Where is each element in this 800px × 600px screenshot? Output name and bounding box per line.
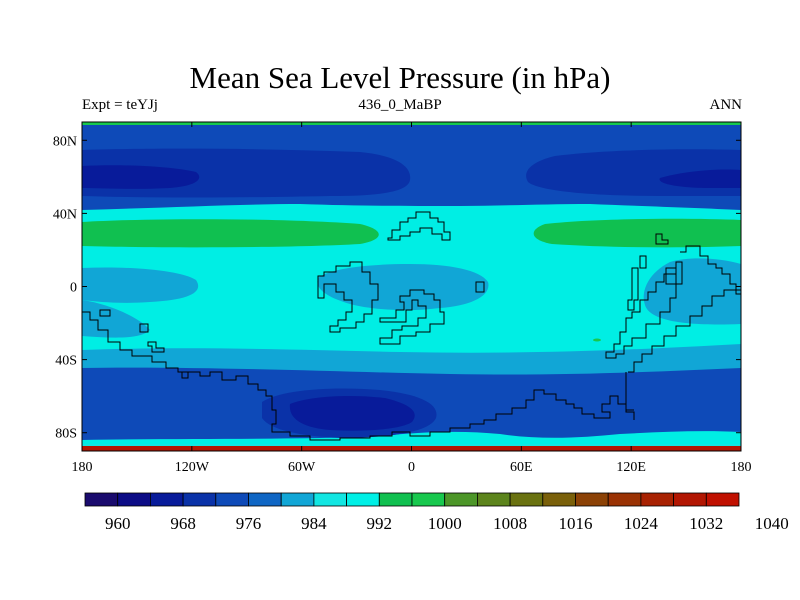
coast-islands [99,309,165,353]
colorbar-swatch [476,492,511,507]
coast-east-continent [627,233,741,311]
colorbar-swatch [84,492,119,507]
experiment-label: Expt = teYJj [82,97,158,113]
colorbar-label: 984 [301,514,327,533]
colorbar-swatch [607,492,642,507]
field-equator-c [317,264,489,311]
field-south-deep [289,396,415,431]
coast-north-continent [387,211,451,241]
field-equator-e [643,258,741,325]
colorbar-label: 1024 [624,514,659,533]
colorbar-swatch [313,492,347,507]
colorbar-swatch [280,492,315,507]
colorbar-label: 976 [236,514,262,533]
colorbar-swatch [117,492,151,507]
colorbar-label: 968 [170,514,196,533]
chart-title: Mean Sea Level Pressure (in hPa) [189,60,611,95]
x-tick-label: 180 [731,460,752,475]
x-tick-label: 60W [288,460,316,475]
season-label: ANN [709,97,743,113]
colorbar-swatch [149,492,184,507]
coast-east-continent-b [605,261,683,359]
colorbar-swatch [444,492,478,507]
colorbar-label: 1000 [428,514,462,533]
field-green-spot [593,338,601,342]
y-axis: 80N 40N 0 40S 80S [53,134,741,442]
field-north-high-w [82,219,379,248]
field-equator-w [82,267,199,303]
colorbar-swatch [640,492,675,507]
colorbar-swatch [378,492,413,507]
field-north-high-e [533,218,741,248]
x-tick-label: 120W [175,460,210,475]
coastlines [82,211,741,441]
colorbar-swatch [542,492,576,507]
coast-antarctica [181,371,635,441]
y-tick-label: 40N [53,207,77,222]
coast-equatorial-small [475,281,485,293]
coast-antarctica-east [628,289,741,373]
y-tick-label: 0 [70,281,77,296]
colorbar-swatch [575,492,609,507]
colorbar-swatch [346,492,380,507]
colorbar-swatch [215,492,249,507]
colorbar-swatch [705,492,740,507]
x-tick-label: 120E [616,460,646,475]
colorbar-label: 1016 [559,514,593,533]
colorbar-label: 1040 [755,514,789,533]
field-north-deep-w [82,165,200,189]
colorbar-swatch [509,492,544,507]
field-equator-sw [82,300,150,338]
x-tick-label: 0 [408,460,415,475]
run-id-label: 436_0_MaBP [358,97,442,113]
colorbar-swatch [673,492,707,507]
colorbar-swatch [248,492,282,507]
coast-antarctica-east-b [625,372,634,411]
colorbar-label: 1008 [493,514,527,533]
y-tick-label: 80S [55,427,77,442]
colorbar-swatch [182,492,217,507]
colorbar-label: 992 [367,514,393,533]
y-tick-label: 40S [55,354,77,369]
x-tick-label: 60E [510,460,533,475]
colorbar-swatch [411,492,446,507]
pressure-field [82,122,741,451]
colorbar: 960 968 976 984 992 1000 1008 1016 1024 1032 1040 [84,492,789,533]
coast-south-pacific [82,311,188,373]
field-north-deep-e [659,169,741,188]
colorbar-label: 1032 [689,514,723,533]
y-tick-label: 80N [53,134,77,149]
coast-equatorial-continent-w [317,261,379,333]
coast-equatorial-continent-c [379,289,445,345]
x-tick-label: 180 [72,460,93,475]
colorbar-label: 960 [105,514,131,533]
x-axis: 180 120W 60W 0 60E 120E 180 [72,122,752,475]
field-south-edge-inner [82,444,741,446]
